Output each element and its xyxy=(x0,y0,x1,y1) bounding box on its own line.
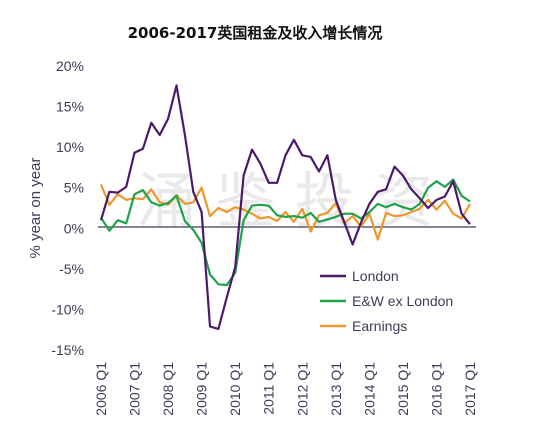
y-tick-label: -5% xyxy=(59,261,84,277)
y-axis-ticks: 20% 15% 10% 5% 0% -5% -10% -15% xyxy=(51,58,84,358)
x-axis-ticks: 2006 Q1 2007 Q1 2008 Q1 2009 Q1 2010 Q1 2011 … xyxy=(93,362,478,416)
x-tick-label: 2016 Q1 xyxy=(428,362,444,416)
series-layer xyxy=(99,84,471,330)
x-tick-label: 2008 Q1 xyxy=(160,362,176,416)
x-tick-label: 2009 Q1 xyxy=(194,362,210,416)
y-tick-label: -15% xyxy=(51,342,84,358)
y-tick-label: -10% xyxy=(51,301,84,317)
legend-label: London xyxy=(352,268,399,284)
x-tick-label: 2017 Q1 xyxy=(462,362,478,416)
chart-title: 2006-2017英国租金及收入增长情况 xyxy=(128,24,383,42)
y-tick-label: 10% xyxy=(56,139,84,155)
series-line-earnings xyxy=(99,184,471,241)
x-tick-label: 2011 Q1 xyxy=(261,362,277,415)
y-axis-label: % year on year xyxy=(27,158,44,259)
x-tick-label: 2006 Q1 xyxy=(93,362,109,416)
x-tick-label: 2007 Q1 xyxy=(127,362,143,416)
y-tick-label: 20% xyxy=(56,58,84,74)
x-tick-label: 2013 Q1 xyxy=(328,362,344,416)
series-line-e-w-ex-london xyxy=(100,178,471,287)
x-tick-label: 2010 Q1 xyxy=(227,362,243,416)
series-line-london xyxy=(99,84,471,330)
legend-label: Earnings xyxy=(352,318,407,334)
y-tick-label: 0% xyxy=(64,220,84,236)
y-tick-label: 5% xyxy=(64,180,84,196)
legend: London E&W ex London Earnings xyxy=(320,268,453,334)
x-tick-label: 2015 Q1 xyxy=(395,362,411,416)
x-tick-label: 2012 Q1 xyxy=(294,362,310,416)
x-tick-label: 2014 Q1 xyxy=(361,362,377,416)
watermark: 涌 鉴 投 资 xyxy=(136,167,433,237)
legend-label: E&W ex London xyxy=(352,293,453,309)
y-tick-label: 15% xyxy=(56,99,84,115)
